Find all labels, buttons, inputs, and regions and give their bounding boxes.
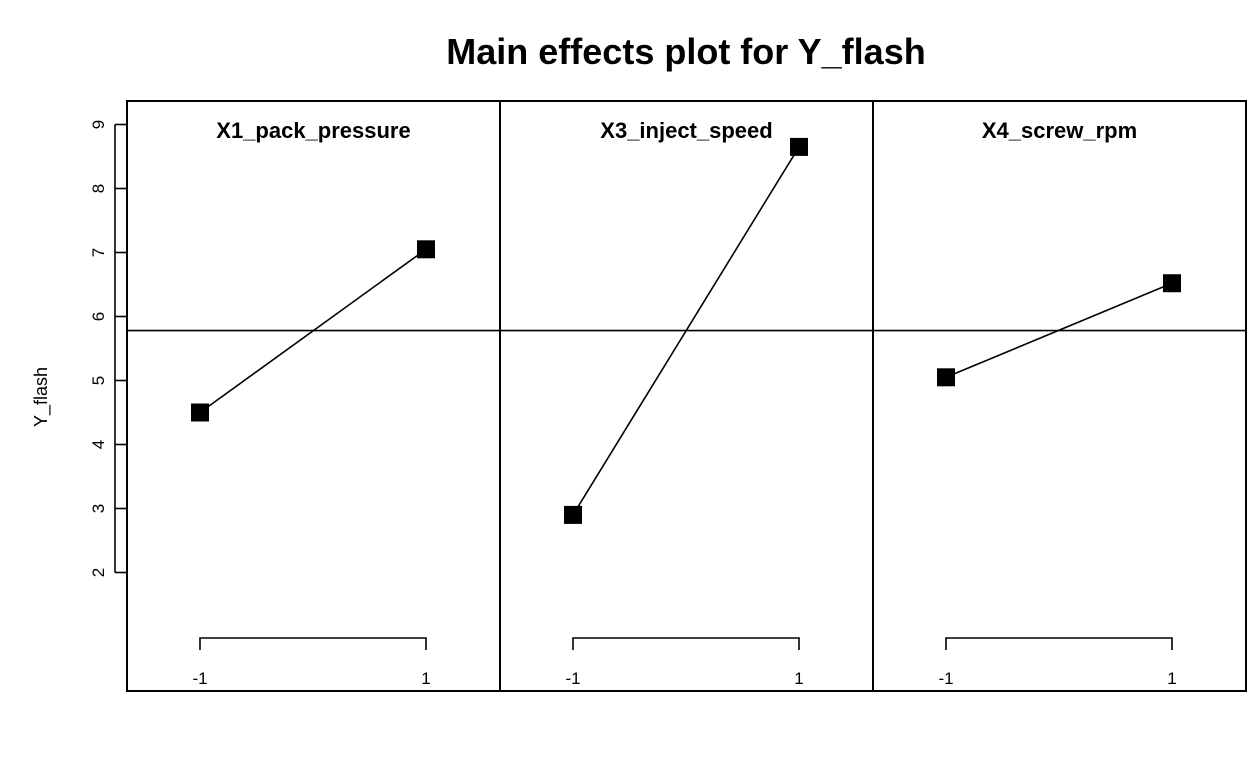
- y-axis: 2 3 4 5 6 7 8 9: [89, 120, 127, 577]
- x-tick-label: 1: [421, 669, 430, 688]
- x-tick-label: 1: [1167, 669, 1176, 688]
- y-axis-label: Y_flash: [31, 367, 52, 427]
- y-tick-label: 6: [89, 312, 108, 321]
- panels: X1_pack_pressure-1 1X3_inject_speed-1 1X4_…: [126, 100, 1247, 692]
- chart-title: Main effects plot for Y_flash: [446, 31, 925, 72]
- panel-frame: [499, 100, 874, 692]
- y-tick-label: 8: [89, 184, 108, 193]
- panel-title: X3_inject_speed: [600, 118, 772, 143]
- x-tick-label: -1: [192, 669, 207, 688]
- data-point: [937, 368, 955, 387]
- data-point: [790, 137, 808, 156]
- data-point: [417, 240, 435, 259]
- panel-title: X4_screw_rpm: [982, 118, 1137, 143]
- effect-line: [945, 282, 1173, 379]
- y-tick-label: 3: [89, 504, 108, 513]
- effect-line: [572, 146, 800, 516]
- y-tick-label: 5: [89, 376, 108, 385]
- y-tick-label: 9: [89, 120, 108, 129]
- x-axis-bracket: [199, 637, 427, 650]
- x-tick-label: -1: [565, 669, 580, 688]
- panel-frame: [872, 100, 1247, 692]
- panel-title: X1_pack_pressure: [216, 118, 410, 143]
- x-tick-label: 1: [794, 669, 803, 688]
- panel-X1_pack_pressure: X1_pack_pressure -1 1: [126, 100, 501, 692]
- effect-line: [199, 248, 427, 414]
- data-point: [191, 403, 209, 422]
- panel-frame: [126, 100, 501, 692]
- y-tick-label: 7: [89, 248, 108, 257]
- data-point: [564, 505, 582, 524]
- x-axis-bracket: [945, 637, 1173, 650]
- y-tick-label: 2: [89, 568, 108, 577]
- panel-X4_screw_rpm: X4_screw_rpm -1 1: [872, 100, 1247, 692]
- data-point: [1163, 274, 1181, 293]
- panel-X3_inject_speed: X3_inject_speed -1 1: [499, 100, 874, 692]
- x-axis-bracket: [572, 637, 800, 650]
- x-tick-label: -1: [938, 669, 953, 688]
- y-tick-label: 4: [89, 440, 108, 449]
